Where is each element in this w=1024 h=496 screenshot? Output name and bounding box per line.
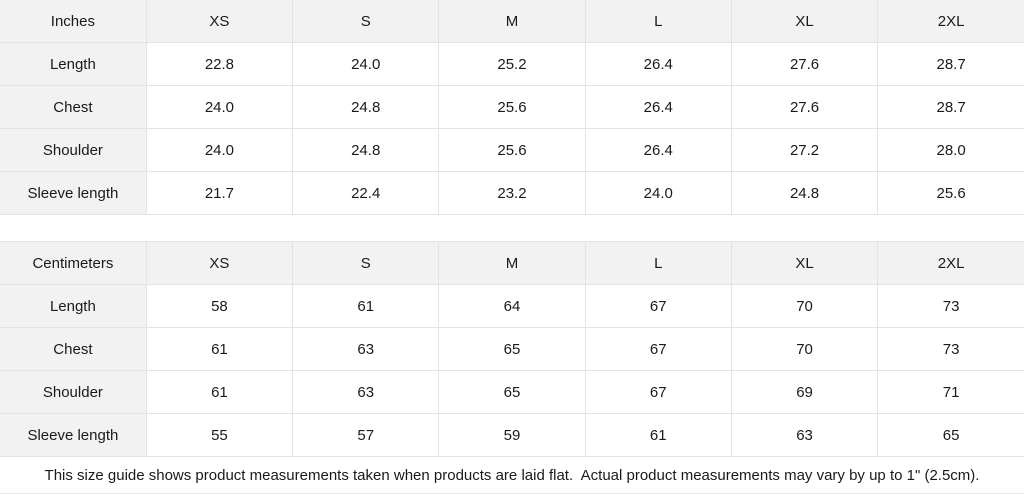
- value-cell: 57: [292, 413, 440, 457]
- value-cell: 26.4: [585, 42, 732, 86]
- value-cell: 71: [877, 370, 1024, 414]
- table-row-sleeve-length: Sleeve length 55 57 59 61 63 65: [0, 413, 1024, 457]
- table-row-sleeve-length: Sleeve length 21.7 22.4 23.2 24.0 24.8 2…: [0, 171, 1024, 215]
- table-row-length: Length 22.8 24.0 25.2 26.4 27.6 28.7: [0, 42, 1024, 86]
- centimeters-header-row: Centimeters XS S M L XL 2XL: [0, 241, 1024, 285]
- value-cell: 59: [438, 413, 586, 457]
- value-cell: 27.6: [731, 85, 879, 129]
- size-guide-disclaimer: This size guide shows product measuremen…: [0, 457, 1024, 494]
- size-header-2xl: 2XL: [877, 0, 1024, 43]
- size-header-xs: XS: [146, 241, 294, 285]
- table-row-length: Length 58 61 64 67 70 73: [0, 284, 1024, 328]
- value-cell: 25.2: [438, 42, 586, 86]
- size-header-xs: XS: [146, 0, 294, 43]
- row-label-sleeve-length: Sleeve length: [0, 413, 147, 457]
- row-label-chest: Chest: [0, 85, 147, 129]
- table-row-shoulder: Shoulder 24.0 24.8 25.6 26.4 27.2 28.0: [0, 128, 1024, 172]
- inches-size-table: Inches XS S M L XL 2XL Length 22.8 24.0 …: [0, 0, 1024, 215]
- value-cell: 70: [731, 284, 879, 328]
- table-row-chest: Chest 61 63 65 67 70 73: [0, 327, 1024, 371]
- value-cell: 61: [146, 327, 294, 371]
- value-cell: 24.8: [292, 128, 440, 172]
- value-cell: 67: [585, 370, 732, 414]
- value-cell: 28.7: [877, 85, 1024, 129]
- unit-header-centimeters: Centimeters: [0, 241, 147, 285]
- value-cell: 63: [292, 370, 440, 414]
- table-section-divider: [0, 215, 1024, 241]
- size-header-m: M: [438, 241, 586, 285]
- row-label-sleeve-length: Sleeve length: [0, 171, 147, 215]
- value-cell: 24.8: [292, 85, 440, 129]
- table-row-shoulder: Shoulder 61 63 65 67 69 71: [0, 370, 1024, 414]
- value-cell: 69: [731, 370, 879, 414]
- value-cell: 63: [292, 327, 440, 371]
- value-cell: 73: [877, 327, 1024, 371]
- size-header-2xl: 2XL: [877, 241, 1024, 285]
- value-cell: 63: [731, 413, 879, 457]
- value-cell: 65: [438, 370, 586, 414]
- size-header-xl: XL: [731, 241, 879, 285]
- value-cell: 22.8: [146, 42, 294, 86]
- value-cell: 27.2: [731, 128, 879, 172]
- size-header-m: M: [438, 0, 586, 43]
- size-header-xl: XL: [731, 0, 879, 43]
- value-cell: 24.0: [146, 85, 294, 129]
- row-label-length: Length: [0, 42, 147, 86]
- size-header-l: L: [585, 241, 732, 285]
- value-cell: 55: [146, 413, 294, 457]
- row-label-length: Length: [0, 284, 147, 328]
- value-cell: 58: [146, 284, 294, 328]
- value-cell: 24.8: [731, 171, 879, 215]
- value-cell: 28.0: [877, 128, 1024, 172]
- value-cell: 70: [731, 327, 879, 371]
- value-cell: 73: [877, 284, 1024, 328]
- value-cell: 24.0: [146, 128, 294, 172]
- value-cell: 65: [438, 327, 586, 371]
- value-cell: 26.4: [585, 128, 732, 172]
- value-cell: 64: [438, 284, 586, 328]
- value-cell: 61: [292, 284, 440, 328]
- value-cell: 25.6: [438, 128, 586, 172]
- size-header-s: S: [292, 241, 440, 285]
- value-cell: 28.7: [877, 42, 1024, 86]
- value-cell: 25.6: [877, 171, 1024, 215]
- value-cell: 25.6: [438, 85, 586, 129]
- value-cell: 67: [585, 284, 732, 328]
- value-cell: 27.6: [731, 42, 879, 86]
- value-cell: 21.7: [146, 171, 294, 215]
- value-cell: 26.4: [585, 85, 732, 129]
- value-cell: 65: [877, 413, 1024, 457]
- value-cell: 24.0: [292, 42, 440, 86]
- table-row-chest: Chest 24.0 24.8 25.6 26.4 27.6 28.7: [0, 85, 1024, 129]
- value-cell: 67: [585, 327, 732, 371]
- value-cell: 23.2: [438, 171, 586, 215]
- value-cell: 24.0: [585, 171, 732, 215]
- row-label-chest: Chest: [0, 327, 147, 371]
- inches-header-row: Inches XS S M L XL 2XL: [0, 0, 1024, 43]
- value-cell: 61: [146, 370, 294, 414]
- row-label-shoulder: Shoulder: [0, 370, 147, 414]
- centimeters-size-table: Centimeters XS S M L XL 2XL Length 58 61…: [0, 241, 1024, 457]
- row-label-shoulder: Shoulder: [0, 128, 147, 172]
- size-header-l: L: [585, 0, 732, 43]
- unit-header-inches: Inches: [0, 0, 147, 43]
- value-cell: 22.4: [292, 171, 440, 215]
- size-header-s: S: [292, 0, 440, 43]
- value-cell: 61: [585, 413, 732, 457]
